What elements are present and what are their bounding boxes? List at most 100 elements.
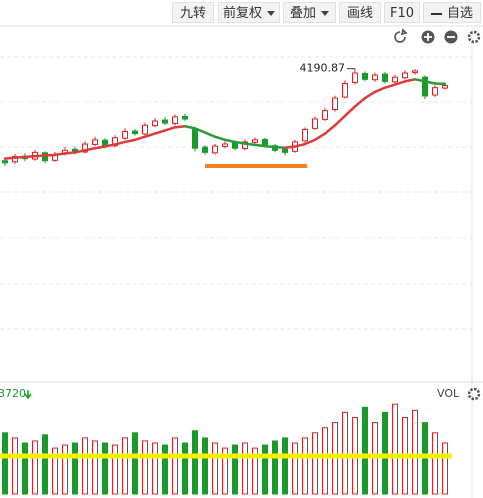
candle-body — [342, 82, 348, 98]
volume-bar — [222, 447, 228, 495]
candle-body — [362, 72, 368, 80]
volume-bar — [292, 442, 298, 495]
volume-bar — [212, 442, 218, 495]
volume-bar — [442, 442, 448, 495]
volume-bar — [302, 437, 308, 495]
ma-line — [383, 83, 397, 89]
candle-body — [332, 97, 338, 111]
ma-line — [153, 129, 167, 135]
ma-line — [343, 105, 357, 118]
ma-line — [393, 80, 407, 86]
volume-bar — [312, 432, 318, 495]
volume-bar — [82, 437, 88, 495]
ma-line — [413, 78, 427, 83]
ma-line — [183, 125, 197, 130]
candle-body — [312, 118, 318, 129]
button[interactable]: F10 — [384, 2, 420, 23]
volume-bar — [32, 440, 38, 495]
ma-line — [133, 135, 147, 142]
volume-bar — [112, 444, 118, 495]
ma-line — [223, 138, 237, 144]
ma-line — [293, 142, 307, 148]
volume-bar — [252, 447, 258, 495]
ma-line — [363, 90, 377, 100]
ma-line — [113, 140, 127, 146]
volume-bar — [92, 440, 98, 495]
ma-line — [193, 127, 207, 134]
ma-line — [323, 123, 337, 135]
candle-body — [242, 141, 248, 150]
candle-body — [282, 148, 288, 153]
ma-line — [143, 132, 157, 138]
ma-line — [63, 151, 77, 155]
refresh-icon[interactable] — [394, 28, 408, 43]
ma-line — [313, 132, 327, 142]
candle-body — [2, 160, 8, 164]
max-price-annotation: 4190.87 — [300, 62, 346, 75]
settings-icon[interactable] — [467, 387, 481, 401]
candle-body — [382, 73, 388, 82]
button[interactable]: 画线 — [339, 2, 381, 23]
ma-line — [103, 143, 117, 148]
volume-bar — [322, 427, 328, 495]
ma-line — [73, 149, 87, 154]
volume-bar — [12, 437, 18, 495]
candle-body — [182, 115, 188, 120]
button-label: 叠加 — [289, 6, 316, 21]
volume-bar — [192, 430, 198, 495]
volume-bar — [432, 432, 438, 495]
candle-body — [372, 74, 378, 81]
button[interactable]: 九转 — [172, 2, 214, 23]
volume-bar — [132, 432, 138, 495]
candle-body — [442, 85, 448, 89]
candle-body — [422, 76, 428, 97]
volume-bar — [232, 444, 238, 495]
volume-bar — [202, 437, 208, 495]
ma-line — [93, 145, 107, 150]
ma-line — [253, 143, 267, 148]
volume-bar — [52, 447, 58, 495]
candle-body — [142, 124, 148, 135]
candle-body — [412, 70, 418, 74]
candle-body — [432, 87, 438, 96]
ma-line — [33, 154, 47, 158]
volume-bar — [362, 406, 368, 495]
volume-bar — [142, 440, 148, 495]
candle-body — [92, 139, 98, 145]
volume-bar — [272, 440, 278, 495]
volume-bar — [72, 442, 78, 495]
candle-body — [192, 128, 198, 149]
ma-line — [273, 145, 287, 150]
candle-body — [352, 72, 358, 83]
ma-line — [83, 146, 97, 152]
volume-bar — [102, 442, 108, 495]
button[interactable]: 自选 — [423, 2, 481, 23]
ma-line — [213, 135, 227, 142]
ma-line — [303, 138, 317, 146]
volume-bar — [62, 444, 68, 495]
candle-body — [122, 131, 128, 139]
ma-line — [233, 140, 247, 145]
ma-line — [163, 126, 177, 132]
button-label: 前复权 — [222, 6, 262, 21]
candle-body — [172, 116, 178, 125]
ma-line — [13, 155, 27, 159]
ma-line — [203, 131, 217, 138]
ma-line — [403, 78, 417, 83]
volume-bar — [122, 437, 128, 495]
button[interactable]: 前复权 — [218, 2, 280, 23]
candle-body — [222, 143, 228, 148]
ma-line — [353, 96, 367, 108]
chart-icons — [394, 28, 481, 401]
candle-body — [132, 130, 138, 135]
volume-bar — [182, 442, 188, 495]
ma-line — [243, 142, 257, 147]
ma-line — [423, 80, 437, 85]
button[interactable]: 叠加 — [283, 2, 336, 23]
volume-bar — [2, 432, 8, 495]
candle-body — [322, 110, 328, 120]
settings-icon[interactable] — [467, 30, 481, 44]
ma-line — [283, 145, 297, 150]
